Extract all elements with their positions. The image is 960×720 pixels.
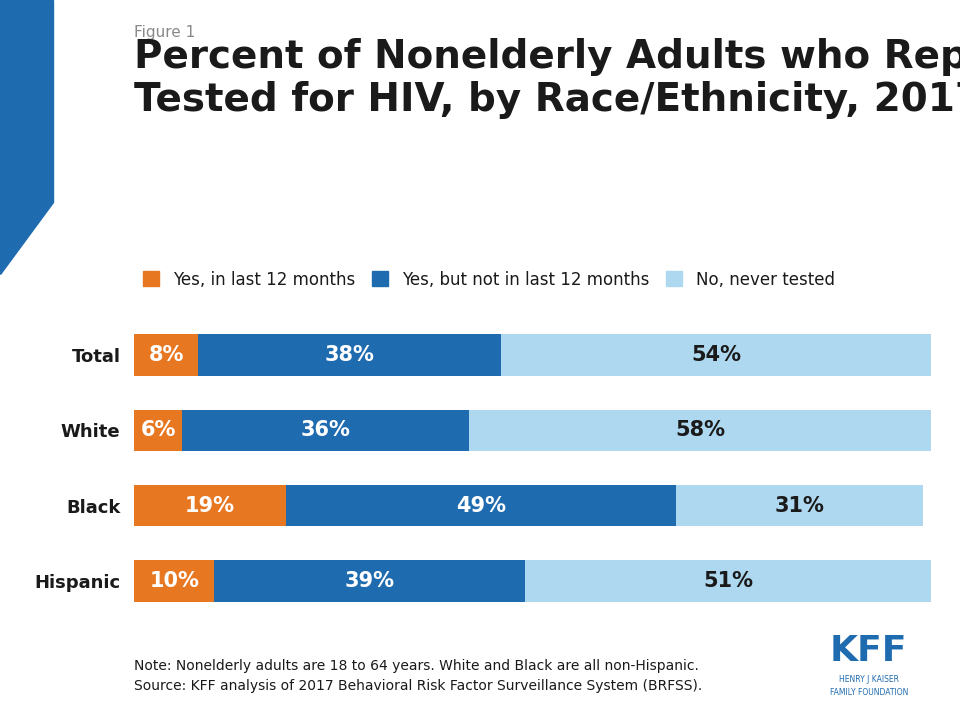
Text: KFF: KFF bbox=[830, 634, 907, 668]
Polygon shape bbox=[0, 0, 53, 274]
Text: 38%: 38% bbox=[324, 345, 374, 365]
Text: 31%: 31% bbox=[775, 495, 825, 516]
Text: Figure 1: Figure 1 bbox=[134, 24, 196, 40]
Text: 51%: 51% bbox=[703, 571, 753, 591]
Bar bbox=[134, 334, 198, 376]
Text: 19%: 19% bbox=[185, 495, 235, 516]
Text: 49%: 49% bbox=[456, 495, 506, 516]
Text: 6%: 6% bbox=[140, 420, 176, 441]
Text: 58%: 58% bbox=[675, 420, 725, 441]
Bar bbox=[134, 560, 214, 602]
Legend: Yes, in last 12 months, Yes, but not in last 12 months, No, never tested: Yes, in last 12 months, Yes, but not in … bbox=[143, 271, 834, 289]
Text: 54%: 54% bbox=[691, 345, 741, 365]
Bar bbox=[134, 410, 182, 451]
Bar bbox=[214, 560, 525, 602]
Text: Tested for HIV, by Race/Ethnicity, 2017: Tested for HIV, by Race/Ethnicity, 2017 bbox=[134, 81, 960, 119]
Bar bbox=[469, 410, 931, 451]
Text: 8%: 8% bbox=[149, 345, 184, 365]
Text: Percent of Nonelderly Adults who Reported Being: Percent of Nonelderly Adults who Reporte… bbox=[134, 37, 960, 76]
Bar bbox=[182, 410, 469, 451]
Text: Source: KFF analysis of 2017 Behavioral Risk Factor Surveillance System (BRFSS).: Source: KFF analysis of 2017 Behavioral … bbox=[134, 679, 703, 693]
Text: 10%: 10% bbox=[150, 571, 199, 591]
Bar bbox=[676, 485, 924, 526]
Bar bbox=[198, 334, 501, 376]
Bar bbox=[525, 560, 931, 602]
Bar bbox=[286, 485, 676, 526]
Bar bbox=[501, 334, 931, 376]
Text: HENRY J KAISER
FAMILY FOUNDATION: HENRY J KAISER FAMILY FOUNDATION bbox=[829, 675, 908, 697]
Text: 36%: 36% bbox=[300, 420, 350, 441]
Text: Note: Nonelderly adults are 18 to 64 years. White and Black are all non-Hispanic: Note: Nonelderly adults are 18 to 64 yea… bbox=[134, 660, 699, 673]
Text: 39%: 39% bbox=[345, 571, 395, 591]
Bar bbox=[134, 485, 286, 526]
